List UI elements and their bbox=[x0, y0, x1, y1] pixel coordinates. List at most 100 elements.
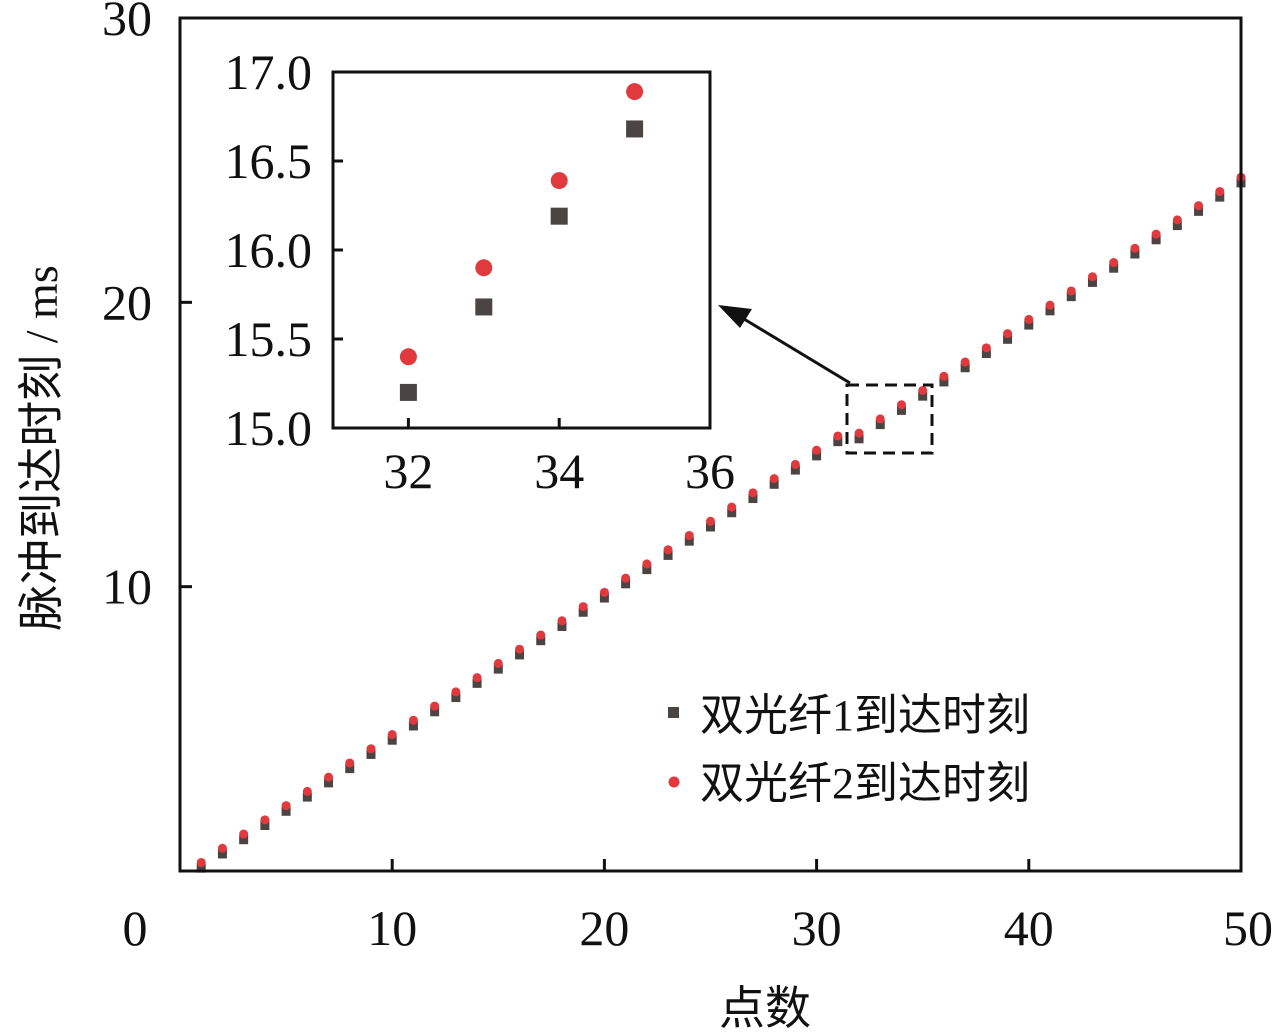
data-point-series-1 bbox=[217, 849, 227, 859]
data-point-series-2 bbox=[727, 502, 737, 512]
inset-data-point-series-2 bbox=[626, 83, 644, 101]
zoom-arrow-head bbox=[718, 305, 752, 328]
data-point-series-1 bbox=[896, 405, 906, 415]
data-point-series-2 bbox=[430, 701, 440, 711]
data-point-series-1 bbox=[281, 806, 291, 816]
data-point-series-1 bbox=[960, 363, 970, 373]
data-point-series-1 bbox=[557, 621, 567, 631]
data-point-series-1 bbox=[706, 522, 715, 532]
data-point-series-2 bbox=[960, 357, 970, 367]
x-tick-label: 0 bbox=[123, 900, 148, 956]
data-point-series-2 bbox=[1130, 243, 1140, 253]
data-point-series-2 bbox=[260, 815, 270, 825]
data-point-series-2 bbox=[642, 559, 652, 569]
data-point-series-2 bbox=[472, 673, 482, 683]
inset-y-tick-label: 16.5 bbox=[225, 133, 313, 189]
data-point-series-1 bbox=[536, 636, 546, 646]
data-point-series-2 bbox=[536, 630, 546, 640]
data-point-series-2 bbox=[408, 715, 418, 725]
data-point-series-2 bbox=[684, 530, 694, 540]
data-point-series-2 bbox=[493, 658, 503, 668]
data-point-series-1 bbox=[1130, 249, 1140, 259]
data-point-series-1 bbox=[1172, 221, 1182, 231]
x-tick-label: 10 bbox=[367, 900, 417, 956]
inset-y-tick-label: 15.5 bbox=[225, 311, 313, 367]
data-point-series-1 bbox=[939, 377, 949, 387]
data-point-series-1 bbox=[196, 863, 206, 873]
legend-label-series-2: 双光纤2到达时刻 bbox=[700, 759, 1030, 808]
data-point-series-2 bbox=[854, 428, 864, 438]
data-point-series-1 bbox=[260, 821, 270, 831]
inset-data-point-series-1 bbox=[626, 120, 644, 138]
data-point-series-1 bbox=[642, 565, 652, 575]
data-point-series-2 bbox=[1024, 314, 1034, 324]
inset-data-point-series-2 bbox=[475, 259, 493, 277]
data-point-series-1 bbox=[854, 434, 864, 444]
zoom-region-box bbox=[845, 383, 934, 455]
data-point-series-1 bbox=[472, 678, 482, 688]
data-point-series-2 bbox=[196, 857, 206, 867]
data-point-series-2 bbox=[345, 758, 355, 768]
inset-x-tick-label: 36 bbox=[685, 443, 735, 499]
inset-frame bbox=[331, 70, 712, 430]
plot-frame bbox=[178, 16, 1243, 873]
data-point-series-2 bbox=[790, 459, 800, 469]
data-point-series-2 bbox=[599, 587, 609, 597]
inset-data-point-series-1 bbox=[399, 383, 417, 401]
data-point-series-1 bbox=[599, 593, 609, 603]
legend-marker-series-2 bbox=[668, 776, 680, 788]
inset-data-point-series-1 bbox=[475, 298, 493, 316]
data-point-series-2 bbox=[557, 616, 567, 626]
data-point-series-1 bbox=[1003, 334, 1013, 344]
data-point-series-2 bbox=[981, 343, 991, 353]
data-point-series-1 bbox=[1215, 192, 1225, 202]
inset-background bbox=[333, 72, 710, 428]
data-point-series-2 bbox=[706, 516, 715, 526]
data-point-series-2 bbox=[833, 431, 843, 441]
data-point-series-2 bbox=[1066, 286, 1076, 296]
data-point-series-1 bbox=[493, 664, 503, 674]
data-point-series-1 bbox=[1045, 306, 1055, 316]
data-point-series-1 bbox=[1024, 320, 1034, 330]
data-point-series-2 bbox=[939, 371, 949, 381]
inset-x-tick-label: 34 bbox=[534, 443, 584, 499]
zoom-arrow bbox=[743, 317, 851, 385]
data-point-series-1 bbox=[833, 437, 843, 447]
data-point-series-2 bbox=[621, 573, 631, 583]
data-point-series-1 bbox=[875, 420, 885, 430]
x-tick-label: 40 bbox=[1004, 900, 1054, 956]
data-point-series-1 bbox=[769, 479, 779, 489]
data-point-series-2 bbox=[918, 385, 928, 395]
data-point-series-2 bbox=[875, 414, 885, 424]
y-axis-label: 脉冲到达时刻 / ms bbox=[16, 265, 67, 630]
data-point-series-1 bbox=[663, 550, 673, 560]
data-point-series-1 bbox=[1194, 206, 1204, 216]
inset-points bbox=[399, 83, 644, 401]
main-ticks: 0 10 20 30 40 50 10 20 30 bbox=[102, 0, 1273, 956]
y-tick-label: 30 bbox=[102, 0, 152, 46]
data-point-series-2 bbox=[1003, 329, 1013, 339]
data-point-series-2 bbox=[281, 801, 291, 811]
x-tick-label: 20 bbox=[579, 900, 629, 956]
inset-ticks: 32 34 36 15.0 15.5 16.0 16.5 17.0 bbox=[225, 44, 736, 499]
data-point-series-1 bbox=[1066, 292, 1076, 302]
data-point-series-1 bbox=[578, 607, 588, 617]
data-point-series-1 bbox=[1151, 235, 1161, 245]
legend-marker-series-1 bbox=[668, 707, 679, 718]
data-point-series-2 bbox=[1194, 201, 1204, 211]
inset-y-tick-label: 16.0 bbox=[225, 222, 313, 278]
inset-x-tick-label: 32 bbox=[383, 443, 433, 499]
x-tick-label: 50 bbox=[1223, 900, 1273, 956]
x-axis-label: 点数 bbox=[719, 983, 811, 1033]
data-point-series-1 bbox=[239, 835, 249, 845]
data-point-series-1 bbox=[748, 494, 758, 504]
data-point-series-1 bbox=[1109, 263, 1119, 273]
data-point-series-2 bbox=[769, 474, 779, 484]
data-point-series-1 bbox=[812, 451, 822, 461]
data-point-series-1 bbox=[387, 735, 397, 745]
data-point-series-2 bbox=[1151, 229, 1161, 239]
inset-data-point-series-2 bbox=[399, 348, 417, 366]
data-point-series-1 bbox=[430, 707, 440, 717]
legend-label-series-1: 双光纤1到达时刻 bbox=[700, 691, 1030, 740]
data-point-series-2 bbox=[366, 744, 376, 754]
